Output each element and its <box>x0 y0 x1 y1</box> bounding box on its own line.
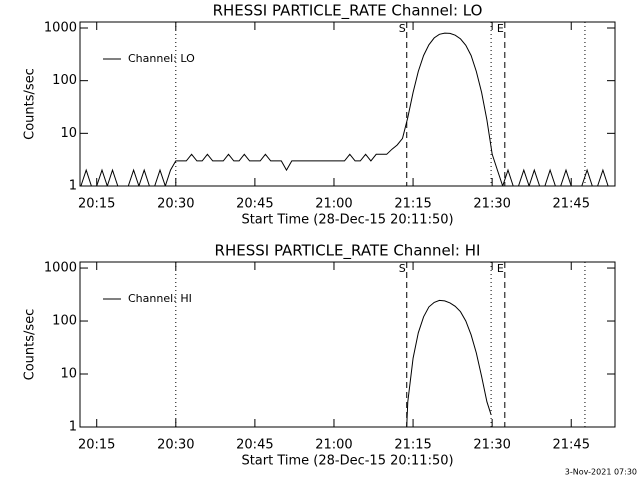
plot-frame <box>79 261 616 428</box>
marker-label: E <box>497 22 504 35</box>
x-tick-label: 21:30 <box>473 197 510 212</box>
x-axis-title: Start Time (28-Dec-15 20:11:50) <box>241 213 453 228</box>
marker-label: S <box>399 22 406 35</box>
y-tick-label: 100 <box>52 73 77 88</box>
x-tick-label: 21:00 <box>315 438 352 453</box>
timestamp: 3-Nov-2021 07:30 <box>565 468 637 477</box>
y-tick-label: 10 <box>60 367 77 382</box>
x-tick-label: 21:00 <box>315 197 352 212</box>
marker-label: S <box>399 262 406 275</box>
x-axis-title: Start Time (28-Dec-15 20:11:50) <box>241 454 453 469</box>
plot-area <box>80 32 614 186</box>
x-tick-label: 20:45 <box>236 438 273 453</box>
x-tick-label: 21:30 <box>473 438 510 453</box>
plot-frame <box>79 21 616 187</box>
y-tick-label: 100 <box>52 314 77 329</box>
x-tick-label: 20:15 <box>78 438 115 453</box>
y-tick-label: 1 <box>69 420 77 435</box>
x-tick-label: 20:30 <box>157 197 194 212</box>
chart-title: RHESSI PARTICLE_RATE Channel: HI <box>215 242 481 261</box>
x-tick-label: 21:45 <box>553 197 590 212</box>
marker-label: E <box>497 262 504 275</box>
y-axis-title: Counts/sec <box>23 68 38 140</box>
x-tick-label: 20:30 <box>157 438 194 453</box>
y-tick-label: 1 <box>69 179 77 194</box>
plot-area <box>406 299 492 427</box>
x-tick-label: 21:15 <box>394 197 431 212</box>
legend-label: Channel: LO <box>128 52 195 65</box>
x-tick-label: 21:45 <box>553 438 590 453</box>
y-tick-label: 1000 <box>44 261 77 276</box>
legend-label: Channel: HI <box>128 292 192 305</box>
y-axis-title: Counts/sec <box>23 309 38 381</box>
y-tick-label: 1000 <box>44 21 77 36</box>
x-tick-label: 21:15 <box>394 438 431 453</box>
data-line <box>406 299 492 427</box>
x-tick-label: 20:15 <box>78 197 115 212</box>
x-tick-label: 20:45 <box>236 197 273 212</box>
y-tick-label: 10 <box>60 126 77 141</box>
chart-title: RHESSI PARTICLE_RATE Channel: LO <box>213 2 483 21</box>
data-line <box>80 32 614 186</box>
